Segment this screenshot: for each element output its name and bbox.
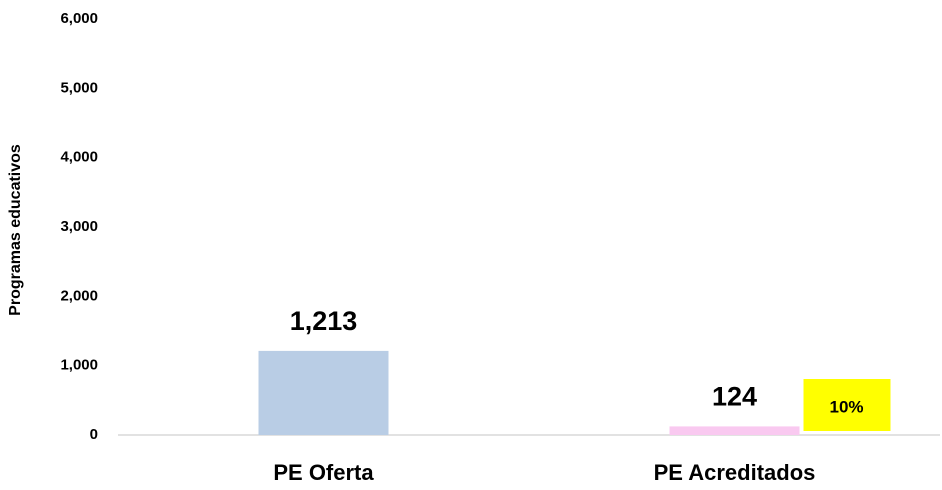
value-label: 1,213 bbox=[290, 306, 358, 336]
annotation-box bbox=[803, 379, 891, 431]
y-tick-label: 5,000 bbox=[60, 79, 98, 96]
y-tick-label: 2,000 bbox=[60, 287, 98, 304]
value-label: 124 bbox=[712, 382, 757, 412]
y-tick-label: 3,000 bbox=[60, 218, 98, 235]
y-axis-label: Programas educativos bbox=[7, 144, 24, 316]
bar bbox=[258, 350, 389, 435]
y-tick-label: 6,000 bbox=[60, 10, 98, 27]
x-tick-label: PE Oferta bbox=[273, 460, 374, 485]
bar bbox=[669, 426, 800, 435]
y-tick-label: 4,000 bbox=[60, 149, 98, 166]
x-tick-label: PE Acreditados bbox=[654, 460, 816, 485]
y-tick-label: 1,000 bbox=[60, 357, 98, 374]
y-tick-label: 0 bbox=[90, 426, 98, 443]
annotation: 10% bbox=[829, 397, 863, 416]
